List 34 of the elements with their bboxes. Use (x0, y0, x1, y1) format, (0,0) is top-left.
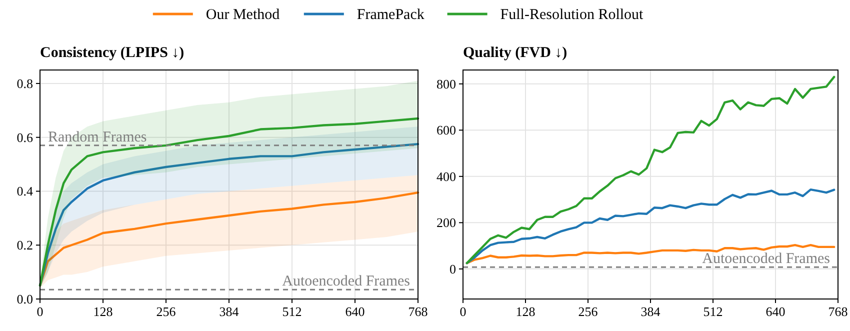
y-tick-label: 0.4 (16, 184, 34, 199)
x-tick-label: 128 (516, 304, 536, 319)
y-tick-label: 800 (436, 76, 456, 92)
x-tick-label: 640 (345, 304, 365, 319)
x-tick-label: 512 (703, 304, 723, 319)
x-tick-label: 256 (578, 304, 598, 319)
y-tick-label: 0.0 (16, 292, 33, 306)
line-series (466, 76, 836, 264)
chart-title: Consistency (LPIPS ↓) (40, 45, 184, 61)
x-tick-label: 768 (828, 304, 848, 319)
ref-line-label: Autoencoded Frames (282, 274, 410, 290)
y-tick-label: 200 (436, 215, 456, 230)
x-tick-label: 640 (766, 304, 786, 319)
x-tick-label: 768 (408, 304, 428, 319)
legend-label: Full-Resolution Rollout (500, 7, 644, 23)
y-tick-label: 0.6 (16, 130, 34, 145)
legend-label: Our Method (206, 7, 280, 23)
x-tick-label: 512 (282, 304, 302, 319)
x-tick-label: 256 (156, 304, 176, 319)
ref-line-label: Random Frames (48, 129, 147, 146)
legend-label: FramePack (356, 7, 425, 23)
y-tick-label: 600 (436, 122, 456, 138)
x-tick-label: 384 (640, 304, 661, 319)
x-tick-label: 384 (219, 304, 240, 319)
ref-line-label: Autoencoded Frames (702, 251, 830, 268)
y-tick-label: 0.2 (16, 238, 33, 253)
x-tick-label: 0 (36, 304, 44, 319)
y-tick-label: 0.8 (16, 76, 33, 91)
chart-title: Quality (FVD ↓) (463, 45, 568, 61)
y-tick-label: 400 (436, 168, 456, 184)
x-tick-label: 128 (93, 304, 113, 319)
line-series (466, 244, 836, 264)
y-tick-label: 0 (450, 261, 456, 276)
x-tick-label: 0 (460, 304, 466, 319)
